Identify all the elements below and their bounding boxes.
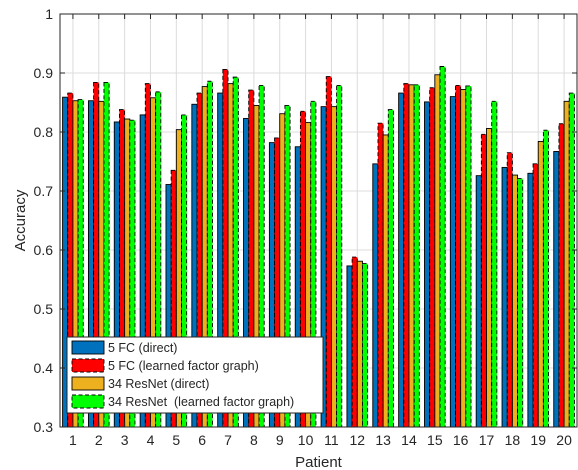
y-tick-label: 0.3 — [34, 419, 54, 435]
bar-2-patient-16 — [455, 84, 462, 428]
x-tick-label: 11 — [324, 432, 339, 448]
y-axis: 0.3 0.4 0.5 0.6 0.7 0.8 0.9 1 — [34, 6, 577, 435]
x-tick-label: 13 — [375, 432, 391, 448]
x-tick-label: 12 — [349, 432, 365, 448]
bar-4-patient-18 — [517, 178, 524, 428]
x-axis: 1 2 3 4 5 6 7 8 9 10 11 12 13 14 15 16 17 18 19 20 — [69, 14, 572, 448]
bar-4-patient-13 — [387, 109, 394, 428]
bar-4-patient-20 — [568, 92, 575, 428]
x-tick-label: 20 — [556, 432, 572, 448]
bar-1-patient-14 — [398, 92, 405, 428]
x-tick-label: 9 — [276, 432, 284, 448]
bar-4-patient-12 — [362, 263, 369, 428]
bar-3-patient-16 — [460, 89, 467, 428]
bar-3-patient-17 — [486, 128, 493, 428]
legend-box — [66, 336, 324, 414]
bar-4-patient-8 — [258, 84, 265, 428]
bar-2-patient-20 — [558, 123, 565, 428]
x-tick-label: 19 — [530, 432, 546, 448]
x-tick-label: 3 — [121, 432, 129, 448]
bar-1-patient-18 — [501, 166, 508, 428]
legend-swatch-4 — [71, 394, 105, 409]
bar-1-patient-13 — [372, 163, 379, 428]
y-axis-label: Accuracy — [12, 189, 29, 251]
bar-2-patient-18 — [506, 152, 513, 428]
x-tick-label: 14 — [401, 432, 417, 448]
bar-1-patient-12 — [346, 265, 353, 428]
bar-3-patient-12 — [356, 260, 363, 428]
bar-3-patient-19 — [537, 140, 544, 428]
legend-swatch-1 — [71, 340, 105, 355]
x-tick-label: 8 — [250, 432, 258, 448]
bar-1-patient-16 — [449, 96, 456, 428]
bar-1-patient-20 — [553, 151, 560, 428]
x-tick-label: 4 — [147, 432, 155, 448]
bar-2-patient-13 — [377, 122, 384, 428]
bar-1-patient-15 — [424, 101, 431, 428]
y-tick-label: 1 — [45, 6, 53, 22]
legend-label-2: 5 FC (learned factor graph) — [108, 359, 259, 373]
bar-3-patient-13 — [382, 134, 389, 428]
bar-3-patient-14 — [408, 84, 415, 428]
bar-3-patient-15 — [434, 74, 441, 428]
y-tick-label: 0.6 — [34, 242, 54, 258]
bar-2-patient-11 — [325, 76, 332, 428]
bar-2-patient-12 — [351, 256, 358, 428]
x-tick-label: 7 — [224, 432, 232, 448]
legend-label-4: 34 ResNet (learned factor graph) — [108, 395, 294, 409]
x-tick-label: 2 — [95, 432, 103, 448]
x-tick-label: 17 — [479, 432, 495, 448]
y-tick-label: 0.7 — [34, 183, 54, 199]
legend-label-3: 34 ResNet (direct) — [108, 377, 209, 391]
bar-4-patient-4 — [155, 91, 162, 428]
y-tick-label: 0.4 — [34, 360, 54, 376]
x-tick-label: 5 — [172, 432, 180, 448]
bar-3-patient-11 — [330, 106, 338, 428]
legend-swatch-2 — [71, 358, 105, 373]
bar-1-patient-19 — [527, 172, 534, 428]
x-tick-label: 16 — [453, 432, 469, 448]
bar-4-patient-14 — [413, 84, 420, 428]
x-tick-label: 1 — [69, 432, 77, 448]
bar-4-patient-9 — [284, 104, 291, 428]
bar-2-patient-15 — [429, 87, 436, 428]
x-tick-label: 18 — [505, 432, 521, 448]
x-tick-label: 15 — [427, 432, 443, 448]
legend: 5 FC (direct) 5 FC (learned factor graph)… — [66, 336, 324, 414]
y-tick-label: 0.9 — [34, 65, 54, 81]
bar-2-patient-17 — [480, 133, 487, 428]
x-axis-label: Patient — [295, 454, 343, 470]
x-tick-label: 6 — [198, 432, 206, 448]
bar-4-patient-15 — [439, 66, 446, 428]
legend-label-1: 5 FC (direct) — [108, 341, 177, 355]
bar-4-patient-17 — [491, 100, 498, 428]
legend-swatch-3 — [71, 376, 105, 391]
bar-1-patient-17 — [475, 175, 482, 428]
bar-4-patient-11 — [336, 84, 343, 428]
bar-4-patient-19 — [542, 129, 550, 428]
plot-area-frame — [59, 13, 578, 428]
x-tick-label: 10 — [298, 432, 314, 448]
bar-3-patient-20 — [563, 100, 570, 428]
bar-2-patient-19 — [532, 163, 539, 428]
bar-2-patient-14 — [403, 83, 410, 428]
y-tick-label: 0.8 — [34, 124, 54, 140]
bar-4-patient-16 — [465, 85, 472, 428]
bar-3-patient-18 — [511, 174, 519, 428]
y-tick-label: 0.5 — [34, 301, 54, 317]
